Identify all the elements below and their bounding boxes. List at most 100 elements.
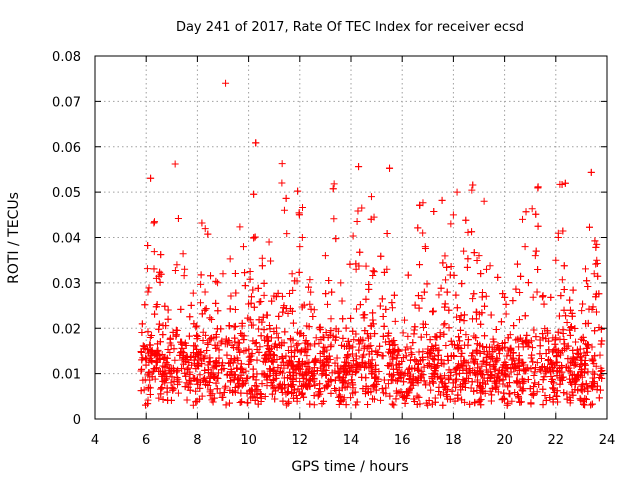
roti-point xyxy=(379,332,387,340)
roti-point xyxy=(192,387,200,395)
roti-point xyxy=(406,356,414,364)
roti-point xyxy=(571,356,579,364)
roti-point xyxy=(488,384,496,392)
roti-point xyxy=(251,382,259,390)
roti-point xyxy=(437,284,445,292)
roti-point xyxy=(455,333,463,341)
roti-point xyxy=(161,376,169,384)
roti-point xyxy=(257,298,265,306)
roti-point xyxy=(516,398,524,406)
roti-point xyxy=(364,334,372,342)
roti-point xyxy=(450,341,458,349)
roti-point xyxy=(457,352,465,360)
y-axis-label: ROTI / TECUs xyxy=(6,192,22,284)
roti-point xyxy=(234,339,242,347)
roti-point xyxy=(382,305,390,313)
roti-point xyxy=(180,272,188,280)
roti-point xyxy=(324,334,332,342)
roti-point xyxy=(223,351,231,359)
roti-point xyxy=(213,325,221,333)
roti-point xyxy=(494,370,502,378)
roti-point xyxy=(352,368,360,376)
roti-point xyxy=(527,399,535,407)
roti-point xyxy=(497,318,505,326)
roti-point xyxy=(299,204,307,212)
roti-point xyxy=(414,224,422,232)
roti-point xyxy=(257,332,265,340)
roti-point xyxy=(193,322,201,330)
x-tick-label: 18 xyxy=(445,433,462,448)
roti-point xyxy=(560,262,568,270)
roti-point xyxy=(434,362,442,370)
roti-point xyxy=(457,312,465,320)
roti-point xyxy=(557,292,565,300)
roti-point xyxy=(338,341,346,349)
roti-point xyxy=(530,383,538,391)
roti-point xyxy=(581,265,589,273)
roti-point xyxy=(252,376,260,384)
roti-point xyxy=(292,341,300,349)
roti-point xyxy=(402,352,410,360)
roti-point xyxy=(364,401,372,409)
roti-point xyxy=(473,257,481,265)
roti-point xyxy=(413,376,421,384)
roti-point xyxy=(274,334,282,342)
roti-point xyxy=(391,317,399,325)
roti-point xyxy=(298,303,306,311)
x-tick-label: 8 xyxy=(193,433,201,448)
roti-point xyxy=(279,304,287,312)
roti-point xyxy=(583,277,591,285)
roti-point xyxy=(258,262,266,270)
roti-point xyxy=(227,365,235,373)
roti-point xyxy=(321,361,329,369)
roti-point xyxy=(159,331,167,339)
roti-point xyxy=(470,290,478,298)
roti-point xyxy=(214,369,222,377)
y-tick-label: 0 xyxy=(73,413,81,428)
roti-point xyxy=(277,367,285,375)
roti-point xyxy=(471,368,479,376)
roti-point xyxy=(161,363,169,371)
roti-point xyxy=(403,388,411,396)
roti-point xyxy=(360,363,368,371)
roti-point xyxy=(222,401,230,409)
roti-point xyxy=(501,343,509,351)
roti-point xyxy=(513,378,521,386)
roti-point xyxy=(342,369,350,377)
roti-point xyxy=(299,382,307,390)
roti-point xyxy=(201,306,209,314)
roti-point xyxy=(572,377,580,385)
roti-point xyxy=(541,391,549,399)
roti-point xyxy=(170,345,178,353)
roti-point xyxy=(164,306,172,314)
roti-point xyxy=(555,312,563,320)
roti-point xyxy=(566,331,574,339)
roti-point xyxy=(478,362,486,370)
roti-point xyxy=(295,209,303,217)
roti-point xyxy=(149,349,157,357)
roti-point xyxy=(519,343,527,351)
roti-point xyxy=(206,374,214,382)
y-tick-label: 0.03 xyxy=(52,277,81,292)
roti-point xyxy=(590,380,598,388)
roti-point xyxy=(409,339,417,347)
roti-point xyxy=(376,342,384,350)
y-tick-label: 0.02 xyxy=(52,322,81,337)
roti-point xyxy=(322,290,330,298)
roti-point xyxy=(294,385,302,393)
roti-point xyxy=(463,263,471,271)
roti-point xyxy=(299,374,307,382)
roti-point xyxy=(184,364,192,372)
roti-point xyxy=(204,340,212,348)
roti-point xyxy=(244,374,252,382)
roti-point xyxy=(550,388,558,396)
roti-point xyxy=(427,347,435,355)
roti-point xyxy=(369,309,377,317)
roti-point xyxy=(306,375,314,383)
roti-point xyxy=(347,314,355,322)
roti-point xyxy=(415,304,423,312)
roti-point xyxy=(255,316,263,324)
roti-point xyxy=(301,360,309,368)
roti-point xyxy=(502,310,510,318)
x-tick-label: 6 xyxy=(142,433,150,448)
